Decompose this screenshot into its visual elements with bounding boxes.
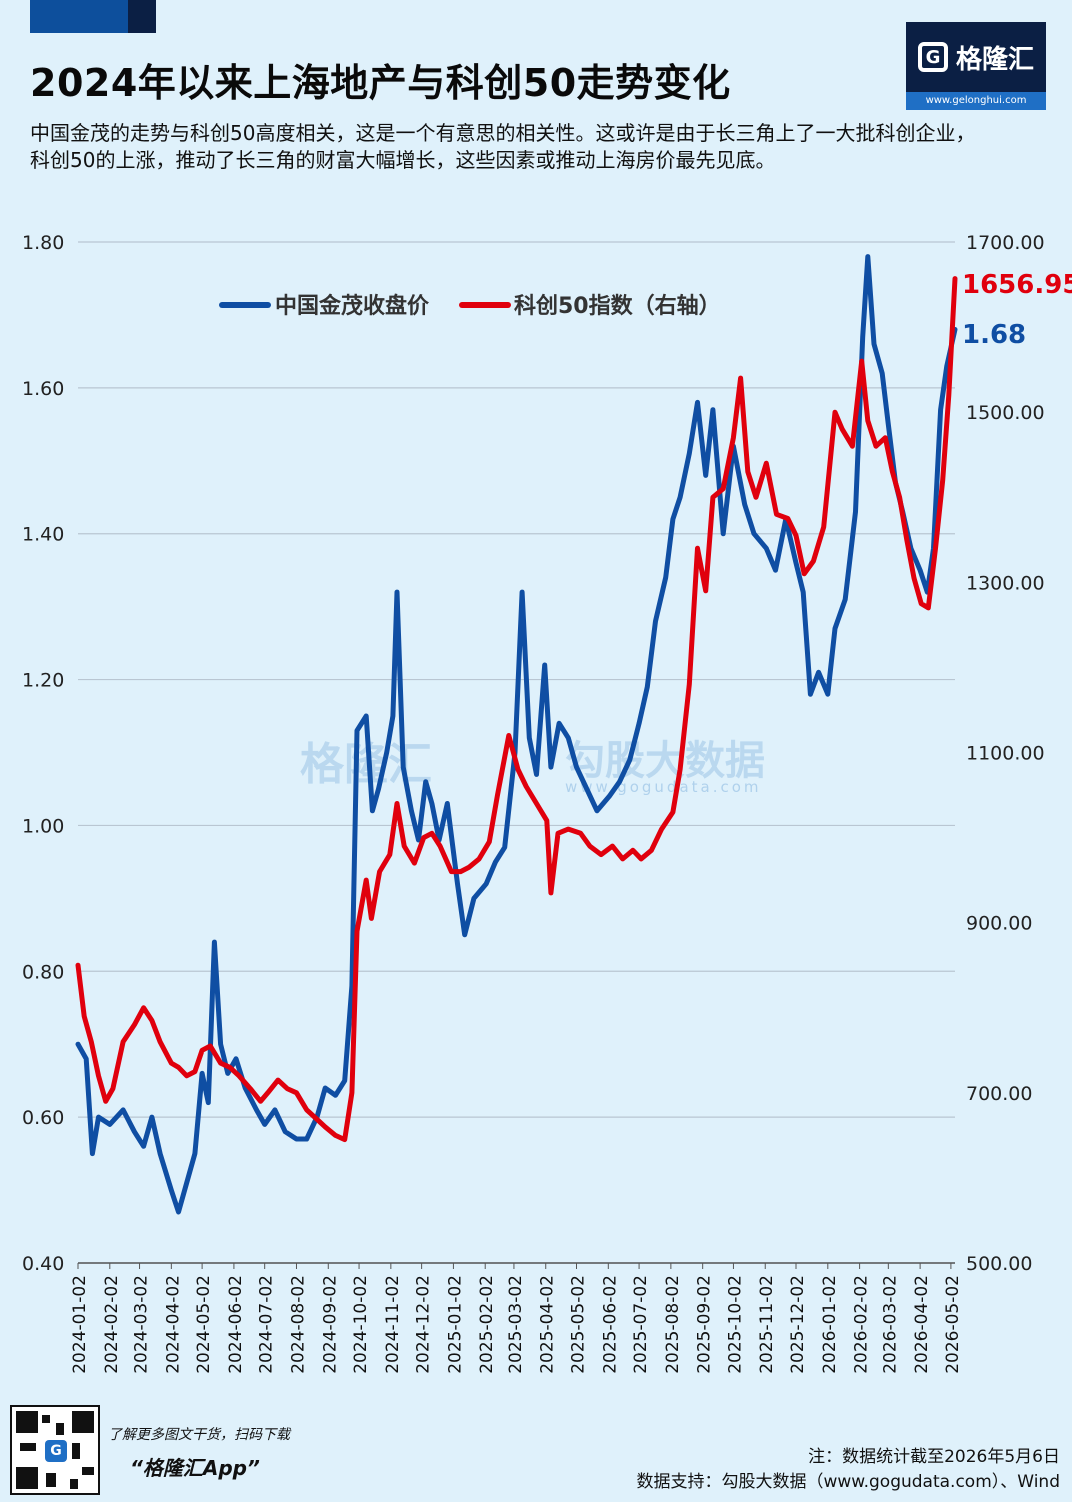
x-tick-label: 2026-05-02 bbox=[943, 1275, 963, 1374]
x-tick-label: 2026-02-02 bbox=[852, 1275, 872, 1374]
y-right-tick-label: 1700.00 bbox=[966, 232, 1045, 254]
x-tick-label: 2026-01-02 bbox=[820, 1275, 840, 1374]
promo-text: 了解更多图文干货，扫码下载 bbox=[108, 1427, 290, 1443]
x-tick-label: 2025-05-02 bbox=[569, 1275, 589, 1374]
x-tick-label: 2025-10-02 bbox=[725, 1275, 745, 1374]
page-subtitle: 中国金茂的走势与科创50高度相关，这是一个有意思的相关性。这或许是由于长三角上了… bbox=[30, 121, 976, 172]
x-tick-label: 2025-06-02 bbox=[600, 1275, 620, 1374]
x-tick-label: 2024-04-02 bbox=[163, 1275, 183, 1374]
x-tick-label: 2025-11-02 bbox=[757, 1275, 777, 1374]
x-tick-label: 2024-08-02 bbox=[288, 1275, 308, 1374]
y-right-tick-label: 1100.00 bbox=[966, 743, 1045, 765]
y-left-tick-label: 0.40 bbox=[22, 1253, 64, 1275]
x-tick-label: 2024-11-02 bbox=[383, 1275, 403, 1374]
x-tick-label: 2024-02-02 bbox=[102, 1275, 122, 1374]
x-tick-label: 2025-07-02 bbox=[631, 1275, 651, 1374]
logo-url: www.gelonghui.com bbox=[906, 92, 1046, 110]
y-left-tick-label: 1.00 bbox=[22, 815, 64, 837]
y-right-tick-label: 1300.00 bbox=[966, 572, 1045, 594]
x-tick-label: 2025-03-02 bbox=[506, 1275, 526, 1374]
y-right-tick-label: 1500.00 bbox=[966, 402, 1045, 424]
x-tick-label: 2024-06-02 bbox=[226, 1275, 246, 1374]
header-accent-bar-dark bbox=[128, 0, 156, 33]
logo-text: 格隆汇 bbox=[955, 44, 1034, 75]
x-tick-label: 2025-12-02 bbox=[788, 1275, 808, 1374]
x-tick-label: 2024-01-02 bbox=[70, 1275, 90, 1374]
page-title: 2024年以来上海地产与科创50走势变化 bbox=[30, 61, 731, 105]
x-tick-label: 2025-02-02 bbox=[477, 1275, 497, 1374]
series-line-kechuang50 bbox=[75, 276, 958, 1143]
y-right-tick-label: 900.00 bbox=[966, 913, 1032, 935]
qr-code[interactable]: G bbox=[10, 1405, 100, 1495]
legend-label-kechuang50: 科创50指数（右轴） bbox=[514, 293, 721, 319]
x-tick-label: 2025-01-02 bbox=[445, 1275, 465, 1374]
x-tick-label: 2025-09-02 bbox=[695, 1275, 715, 1374]
series-line-jinmao bbox=[75, 254, 958, 1215]
x-tick-label: 2024-03-02 bbox=[132, 1275, 152, 1374]
y-right-tick-label: 500.00 bbox=[966, 1253, 1032, 1275]
y-left-tick-label: 1.40 bbox=[22, 524, 64, 546]
y-left-tick-label: 0.60 bbox=[22, 1107, 64, 1129]
y-left-tick-label: 1.20 bbox=[22, 670, 64, 692]
x-tick-label: 2026-03-02 bbox=[880, 1275, 900, 1374]
x-tick-label: 2024-07-02 bbox=[257, 1275, 277, 1374]
end-label-jinmao: 1.68 bbox=[962, 320, 1026, 350]
x-tick-label: 2025-08-02 bbox=[663, 1275, 683, 1374]
x-tick-label: 2024-09-02 bbox=[320, 1275, 340, 1374]
x-tick-label: 2024-12-02 bbox=[414, 1275, 434, 1374]
y-left-tick-label: 1.80 bbox=[22, 232, 64, 254]
y-left-tick-label: 0.80 bbox=[22, 961, 64, 983]
data-cutoff-note: 注：数据统计截至2026年5月6日 bbox=[808, 1447, 1060, 1467]
promo-app-name: “格隆汇App” bbox=[130, 1456, 260, 1480]
x-tick-label: 2026-04-02 bbox=[912, 1275, 932, 1374]
x-tick-label: 2024-10-02 bbox=[351, 1275, 371, 1374]
logo-g-icon: G bbox=[917, 42, 948, 72]
x-tick-label: 2025-04-02 bbox=[538, 1275, 558, 1374]
x-tick-label: 2024-05-02 bbox=[194, 1275, 214, 1374]
end-label-kechuang50: 1656.95 bbox=[962, 270, 1072, 300]
brand-logo: G 格隆汇 www.gelonghui.com bbox=[906, 22, 1046, 110]
watermark-gogudata: 勾股大数据 bbox=[565, 738, 765, 784]
dual-axis-line-chart: 0.40 0.60 0.80 1.00 1.20 1.40 1.60 1.80 500.00 70… bbox=[22, 232, 1072, 1374]
qr-logo-icon: G bbox=[45, 1440, 67, 1462]
data-source: 数据支持：勾股大数据（www.gogudata.com）、Wind bbox=[636, 1472, 1060, 1492]
header-accent-bar bbox=[30, 0, 128, 33]
y-left-tick-label: 1.60 bbox=[22, 378, 64, 400]
y-right-tick-label: 700.00 bbox=[966, 1083, 1032, 1105]
legend-label-jinmao: 中国金茂收盘价 bbox=[275, 293, 430, 319]
